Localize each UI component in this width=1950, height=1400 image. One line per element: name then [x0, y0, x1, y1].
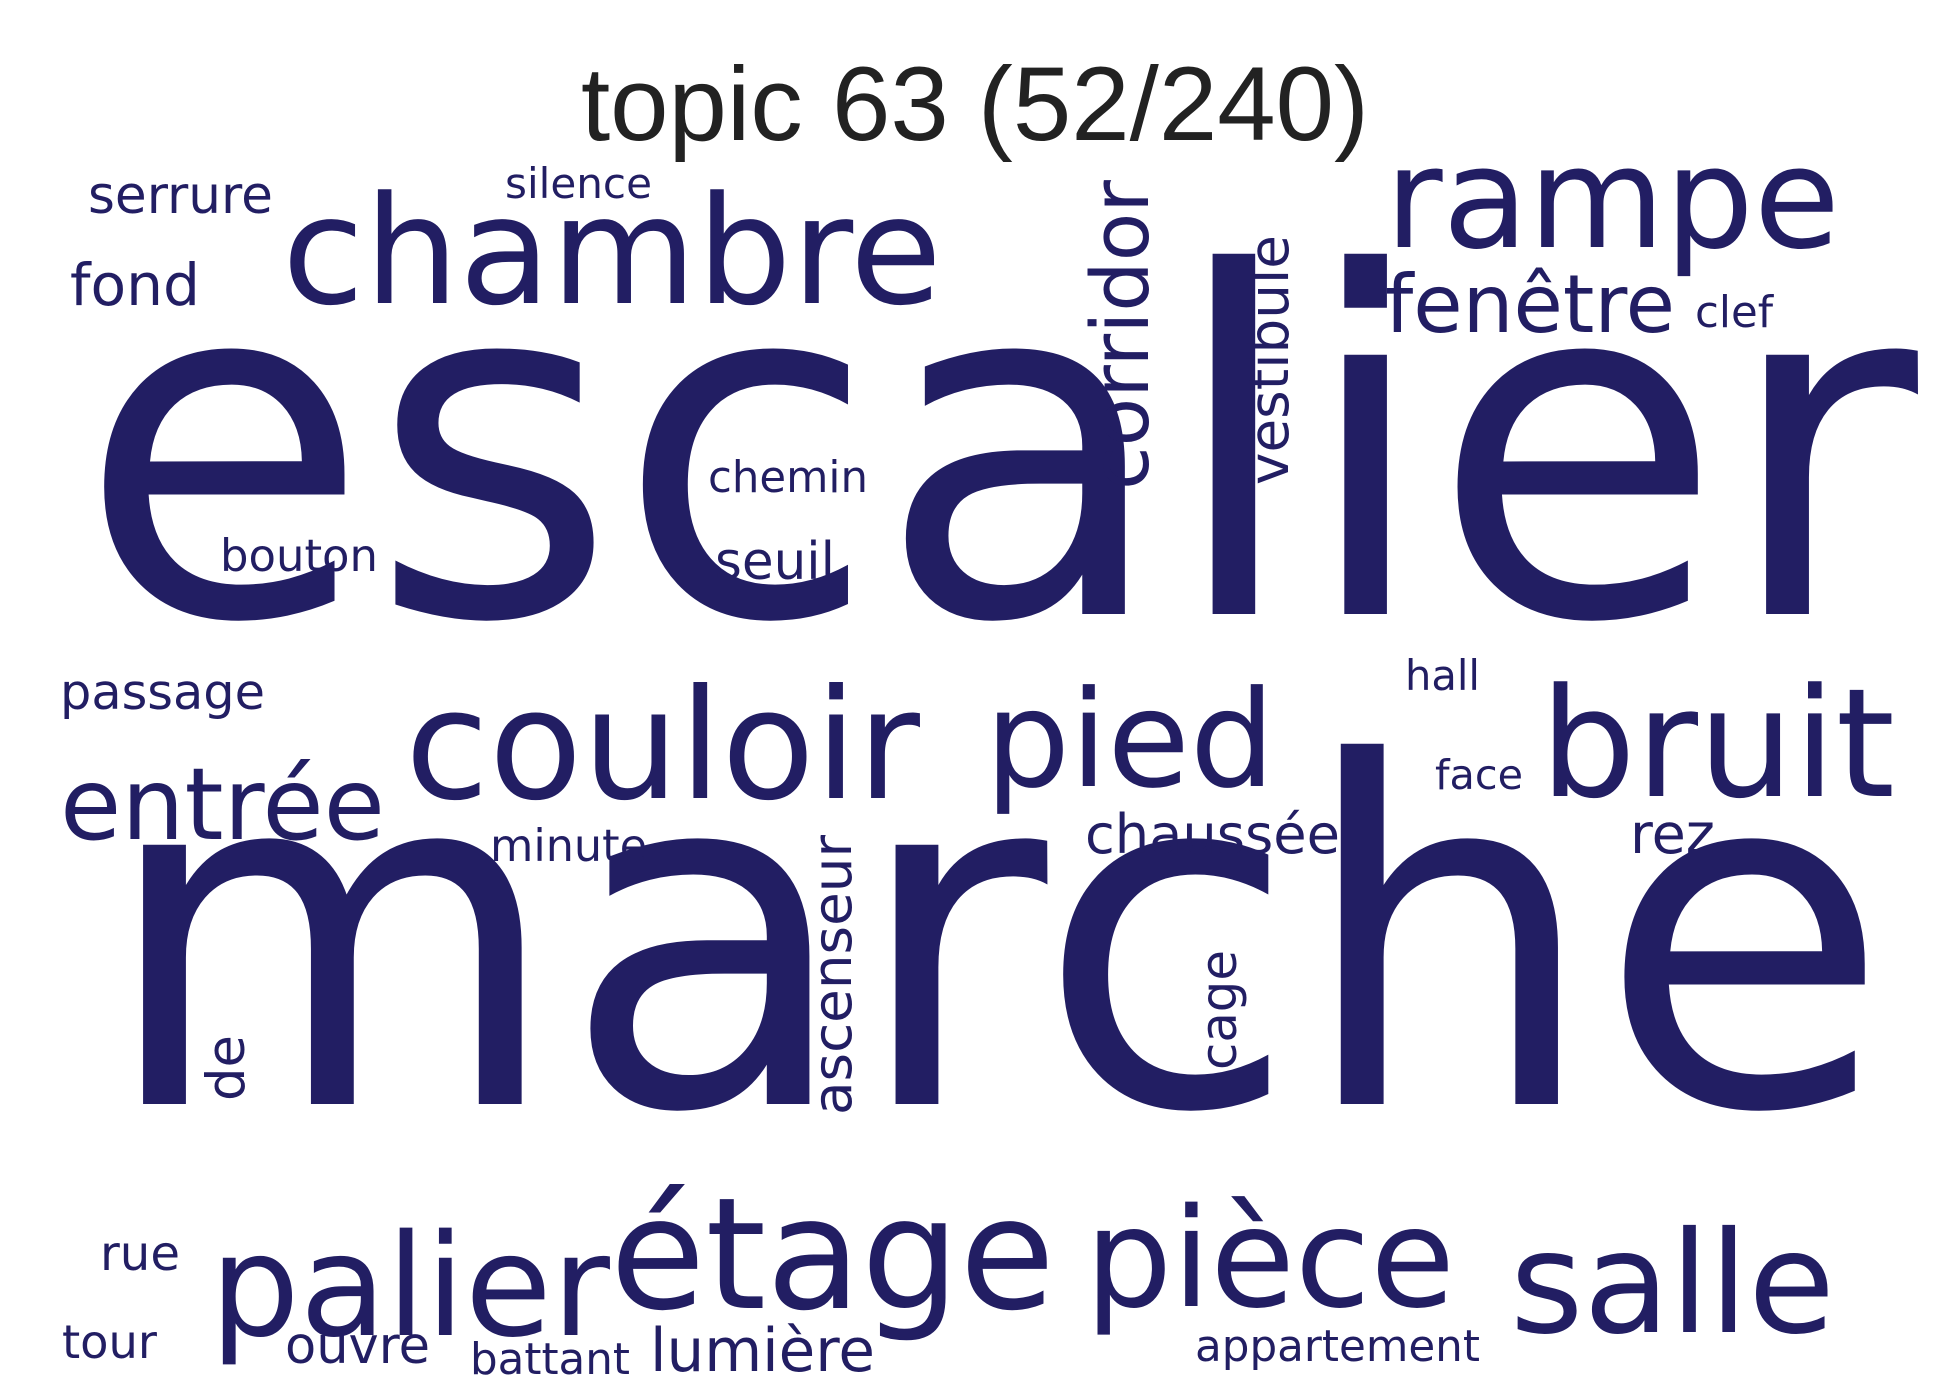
word-chambre: chambre [282, 164, 942, 339]
cloud-title: topic 63 (52/240) [580, 46, 1369, 163]
word-rue: rue [100, 1225, 180, 1282]
word-passage: passage [60, 663, 265, 722]
word-escalier: escalier [78, 173, 1918, 726]
word-face: face [1435, 751, 1523, 800]
word-hall: hall [1405, 651, 1480, 701]
word-clef: clef [1695, 288, 1773, 339]
word-minute: minute [490, 820, 647, 872]
word-salle: salle [1510, 1202, 1835, 1367]
word-tour: tour [62, 1314, 157, 1369]
word-fenetre: fenêtre [1385, 257, 1675, 351]
word-couloir: couloir [405, 655, 920, 834]
word-ascenseur: ascenseur [799, 835, 864, 1115]
word-marche: marche [100, 663, 1890, 1216]
word-chemin: chemin [708, 453, 868, 504]
word-chaussee: chaussée [1085, 802, 1340, 866]
word-seuil: seuil [715, 531, 835, 592]
word-cage: cage [1190, 950, 1249, 1070]
word-battant: battant [470, 1335, 630, 1386]
word-etage: étage [610, 1164, 1055, 1346]
word-bruit: bruit [1540, 656, 1895, 833]
word-corridor: corridor [1074, 180, 1168, 490]
word-bouton: bouton [220, 528, 378, 582]
word-appartement: appartement [1195, 1321, 1480, 1373]
word-fond: fond [70, 250, 200, 319]
word-de: de [195, 1035, 257, 1101]
word-vestibule: vestibule [1236, 235, 1301, 485]
word-rez: rez [1630, 802, 1715, 868]
word-piece: pièce [1085, 1179, 1455, 1340]
word-serrure: serrure [88, 166, 273, 227]
word-ouvre: ouvre [285, 1317, 430, 1377]
word-palier: palier [210, 1204, 610, 1369]
word-rampe: rampe [1385, 117, 1840, 281]
word-silence: silence [505, 158, 652, 208]
word-lumiere: lumière [650, 1317, 875, 1387]
word-pied: pied [985, 661, 1275, 818]
word-entree: entrée [60, 746, 385, 864]
